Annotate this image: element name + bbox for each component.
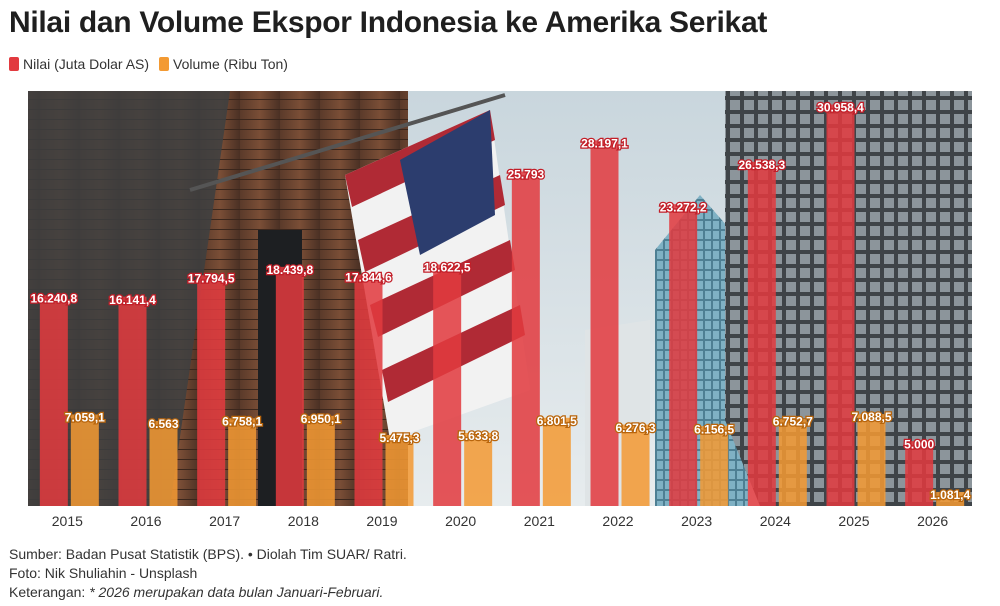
photo-credit: Foto: Nik Shuliahin - Unsplash (9, 565, 198, 581)
label-nilai-2016: 16.141,4 (109, 293, 156, 307)
bar-volume-2022 (621, 424, 650, 506)
background-photo (28, 91, 972, 506)
label-volume-2015: 7.059,1 (65, 411, 105, 425)
bar-nilai-2017 (197, 275, 226, 506)
bar-volume-2023 (700, 426, 729, 506)
data-labels: 16.240,8 7.059,1 16.141,4 6.563 17.794,5 6.75… (29, 99, 972, 503)
x-tick-2024: 2024 (760, 513, 791, 529)
x-tick-2015: 2015 (52, 513, 83, 529)
bar-nilai-2024 (747, 161, 776, 506)
label-volume-2017: 6.758,1 (222, 415, 262, 429)
bar-nilai-2023 (669, 204, 698, 506)
label-volume-2018: 6.950,1 (301, 412, 341, 426)
x-tick-2019: 2019 (366, 513, 397, 529)
legend: Nilai (Juta Dolar AS) Volume (Ribu Ton) (9, 56, 288, 72)
label-volume-2021: 6.801,5 (537, 414, 577, 428)
label-nilai-2020: 18.622,5 (424, 261, 471, 275)
footnote: Keterangan: * 2026 merupakan data bulan … (9, 583, 407, 602)
bar-volume-2019 (385, 434, 414, 506)
label-nilai-2026: 5.000 (904, 437, 934, 451)
x-tick-2023: 2023 (681, 513, 712, 529)
label-volume-2023: 6.156,5 (694, 422, 734, 436)
bar-nilai-2026 (905, 441, 934, 506)
bar-nilai-2018 (275, 266, 304, 506)
x-tick-2021: 2021 (524, 513, 555, 529)
bar-volume-2016 (149, 420, 178, 506)
label-nilai-2017: 17.794,5 (188, 271, 235, 285)
bar-nilai-2015 (39, 295, 68, 506)
label-nilai-2023: 23.272,2 (660, 200, 707, 214)
label-nilai-2021: 25.793 (507, 168, 544, 182)
label-nilai-2022: 28.197,1 (581, 136, 628, 150)
label-volume-2020: 5.633,8 (458, 429, 498, 443)
bar-volume-2018 (306, 415, 335, 506)
bar-nilai-2016 (118, 296, 147, 506)
label-volume-2022: 6.276,3 (615, 421, 655, 435)
x-tick-2018: 2018 (288, 513, 319, 529)
bar-nilai-2021 (511, 171, 540, 507)
bars (39, 104, 965, 507)
label-volume-2024: 6.752,7 (773, 415, 813, 429)
label-nilai-2024: 26.538,3 (738, 158, 785, 172)
bar-volume-2017 (228, 418, 257, 506)
label-nilai-2018: 18.439,8 (266, 263, 313, 277)
footnote-label: Keterangan: (9, 584, 86, 600)
bar-nilai-2022 (590, 140, 619, 507)
bar-nilai-2020 (433, 264, 462, 506)
bar-nilai-2019 (354, 274, 383, 506)
bar-volume-2020 (464, 432, 493, 506)
legend-swatch-volume (159, 57, 170, 71)
legend-item-volume: Volume (Ribu Ton) (159, 56, 288, 72)
legend-swatch-nilai (9, 57, 19, 71)
bar-volume-2026 (936, 491, 965, 506)
bar-nilai-2025 (826, 104, 855, 507)
x-tick-2020: 2020 (445, 513, 476, 529)
x-axis: 2015 2016 2017 2018 2019 2020 2021 2022 2023 2024… (52, 513, 949, 529)
label-volume-2026: 1.081,4 (930, 488, 970, 502)
x-tick-2025: 2025 (838, 513, 869, 529)
x-tick-2017: 2017 (209, 513, 240, 529)
legend-item-nilai: Nilai (Juta Dolar AS) (9, 56, 149, 72)
footer: Sumber: Badan Pusat Statistik (BPS). • D… (9, 545, 407, 602)
source-note: Sumber: Badan Pusat Statistik (BPS). • D… (9, 546, 407, 562)
label-nilai-2025: 30.958,4 (817, 101, 864, 115)
x-tick-2026: 2026 (917, 513, 948, 529)
label-nilai-2015: 16.240,8 (30, 292, 77, 306)
bar-volume-2015 (70, 414, 99, 506)
label-nilai-2019: 17.844,6 (345, 271, 392, 285)
footnote-text: * 2026 merupakan data bulan Januari-Febr… (89, 584, 384, 600)
bar-volume-2021 (542, 417, 571, 506)
label-volume-2019: 5.475,3 (379, 431, 419, 445)
chart-title: Nilai dan Volume Ekspor Indonesia ke Ame… (9, 6, 768, 39)
bar-volume-2025 (857, 414, 886, 506)
x-tick-2016: 2016 (130, 513, 161, 529)
label-volume-2016: 6.563 (148, 417, 178, 431)
legend-label-nilai: Nilai (Juta Dolar AS) (23, 56, 150, 72)
x-tick-2022: 2022 (602, 513, 633, 529)
bar-volume-2024 (778, 418, 807, 506)
label-volume-2025: 7.088,5 (851, 410, 891, 424)
legend-label-volume: Volume (Ribu Ton) (173, 56, 288, 72)
